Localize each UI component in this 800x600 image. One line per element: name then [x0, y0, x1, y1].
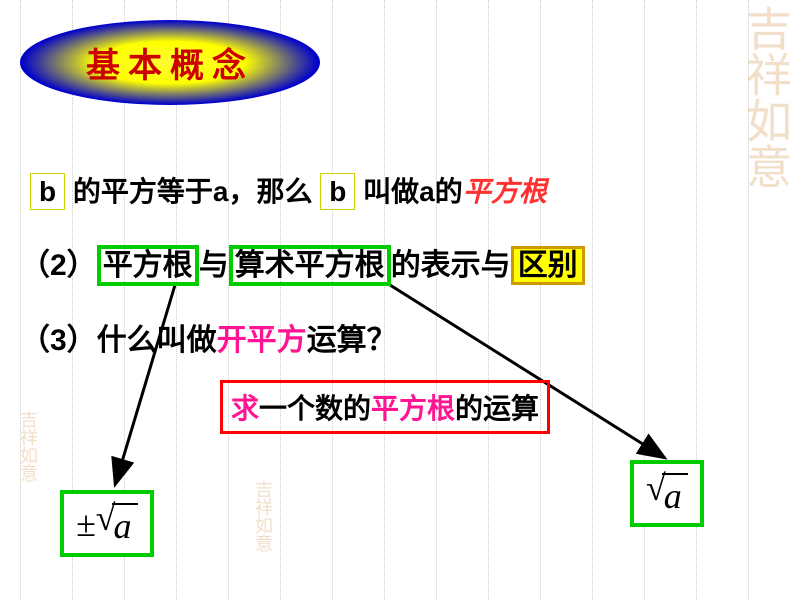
t3: 的运算	[455, 393, 539, 424]
text-2: 叫做a的	[363, 176, 463, 207]
text-1: 的平方等于a，那么	[73, 176, 313, 207]
green-box-arith-sqroot: 算术平方根	[229, 245, 391, 286]
title-text: 基本概念	[86, 38, 254, 87]
sqrt-icon-2: √a	[646, 470, 688, 517]
formula-plus-minus-sqrt-a: ± √a	[60, 490, 154, 557]
b-box-1: b	[30, 173, 65, 210]
radicand-a-1: a	[112, 503, 138, 547]
pink-sqroot2: 平方根	[371, 393, 455, 424]
pink-kaipingfang: 开平方	[217, 324, 307, 357]
formula-sqrt-a: √a	[630, 460, 704, 527]
green-box-sqroot: 平方根	[97, 245, 199, 286]
prefix-2: （2）	[20, 249, 97, 282]
prefix-3: （3）什么叫做	[20, 324, 217, 357]
suffix-3: 运算？	[307, 324, 397, 357]
item-3-line: （3）什么叫做开平方运算？	[20, 315, 397, 359]
mid1: 与	[199, 249, 229, 282]
item-2-line: （2）平方根与算术平方根的表示与区别	[20, 240, 585, 284]
radicand-a-2: a	[662, 473, 688, 517]
t2: 一个数的	[259, 393, 371, 424]
title-ellipse: 基本概念	[20, 20, 320, 105]
sqroot-term: 平方根	[463, 176, 547, 207]
pm-sign: ±	[76, 503, 96, 545]
watermark-small-2: 吉祥如意	[250, 480, 276, 552]
watermark-small-1: 吉祥如意	[15, 410, 41, 482]
b-box-2: b	[320, 173, 355, 210]
pink-qiu: 求	[231, 393, 259, 424]
sqrt-icon: √a	[96, 500, 138, 547]
yellow-box-difference: 区别	[511, 246, 585, 285]
watermark-large: 吉祥如意	[739, 5, 790, 189]
definition-line: b 的平方等于a，那么 b 叫做a的平方根	[30, 170, 547, 210]
red-box-definition: 求一个数的平方根的运算	[220, 380, 550, 434]
mid2: 的表示与	[391, 249, 511, 282]
